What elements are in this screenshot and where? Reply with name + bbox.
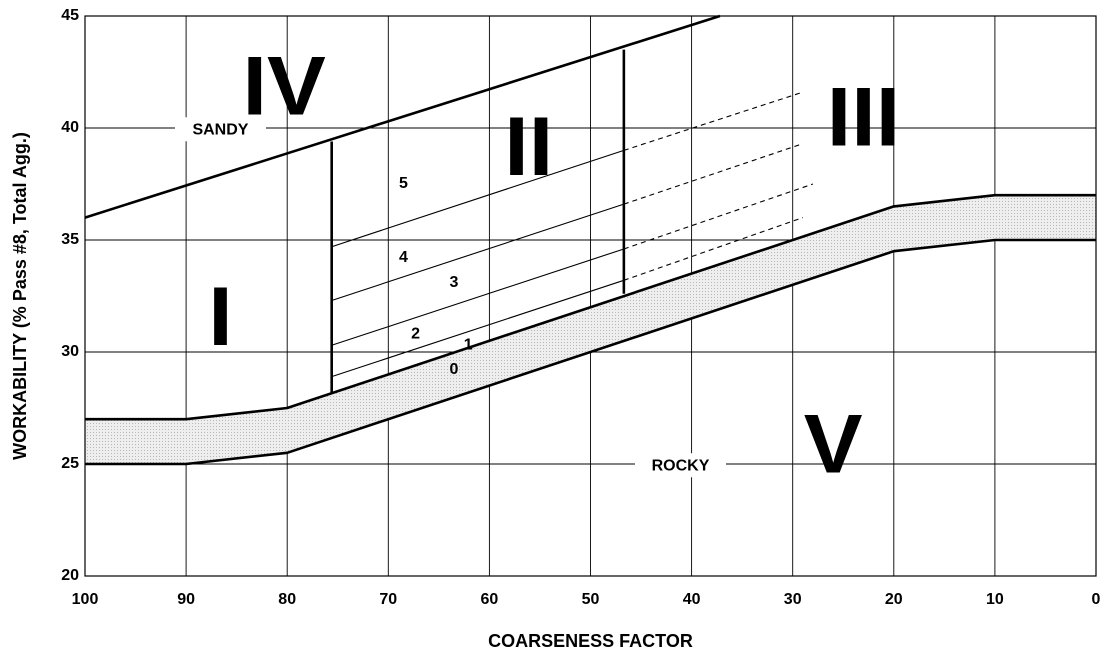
subzone-extension-line <box>623 91 803 151</box>
plot-frame <box>84 15 1097 577</box>
subzone-extension-line <box>623 143 803 205</box>
subzone-line <box>331 248 625 346</box>
x-tick-label: 10 <box>986 591 1004 608</box>
x-axis-title: COARSENESS FACTOR <box>488 631 693 651</box>
x-tick-label: 20 <box>885 591 903 608</box>
grid-lines <box>84 15 1097 577</box>
transition-band <box>85 195 1096 464</box>
zone-label: III <box>827 71 901 165</box>
y-tick-label: 25 <box>61 455 79 472</box>
y-axis-title: WORKABILITY (% Pass #8, Total Agg.) <box>10 132 30 460</box>
x-axis-ticks: 100 90 80 70 60 50 40 30 20 10 0 <box>72 591 1101 608</box>
region-label: SANDY <box>192 121 248 138</box>
x-tick-label: 60 <box>481 591 499 608</box>
band-fill <box>85 195 1096 464</box>
x-tick-label: 80 <box>278 591 296 608</box>
y-tick-label: 40 <box>61 119 79 136</box>
subzone-number: 5 <box>399 175 408 192</box>
x-tick-label: 30 <box>784 591 802 608</box>
subzone-extension-line <box>623 217 803 281</box>
x-tick-label: 70 <box>379 591 397 608</box>
zone-label: I <box>208 270 233 364</box>
label-backdrop <box>174 117 266 142</box>
y-tick-label: 45 <box>61 7 79 24</box>
x-tick-label: 90 <box>177 591 195 608</box>
zone-label: II <box>504 100 553 194</box>
subzone-line <box>331 149 625 248</box>
subzone-extension-line <box>623 183 814 250</box>
y-tick-label: 30 <box>61 343 79 360</box>
subzone-number: 0 <box>450 361 459 378</box>
band-lower-line <box>85 238 1096 466</box>
y-tick-label: 20 <box>61 567 79 584</box>
y-tick-label: 35 <box>61 231 79 248</box>
y-axis-ticks: 20 25 30 35 40 45 <box>61 7 79 584</box>
x-tick-label: 100 <box>72 591 99 608</box>
region-label: ROCKY <box>652 457 710 474</box>
subzone-line <box>331 279 625 378</box>
subzone-number: 4 <box>399 249 408 266</box>
x-tick-label: 40 <box>683 591 701 608</box>
x-tick-label: 50 <box>582 591 600 608</box>
subzone-line <box>331 203 625 302</box>
subzone-number: 3 <box>450 274 459 291</box>
x-tick-label: 0 <box>1092 591 1101 608</box>
subzone-number: 1 <box>464 336 473 353</box>
band-upper-line <box>85 193 1096 421</box>
subzone-number: 2 <box>411 325 420 342</box>
boundary-lines <box>84 14 1096 466</box>
label-backdrop <box>634 453 726 478</box>
sandy-boundary-line <box>84 14 721 219</box>
zone-label: V <box>804 398 863 492</box>
